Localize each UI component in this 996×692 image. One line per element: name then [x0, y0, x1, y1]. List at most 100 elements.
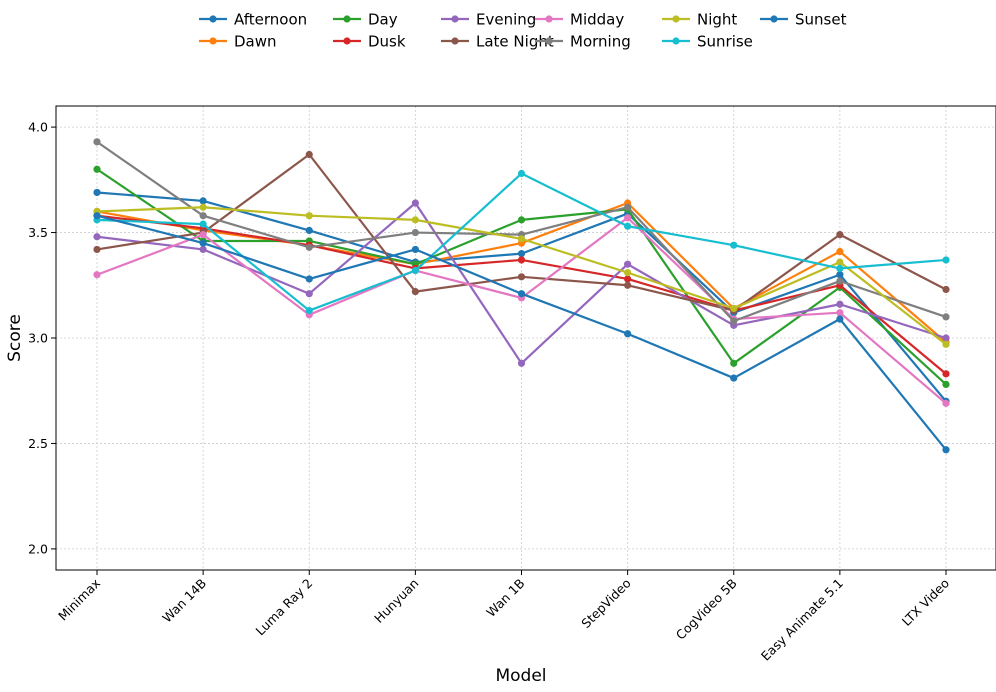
data-point — [624, 222, 632, 230]
x-tick-label: Wan 14B — [159, 576, 209, 626]
legend-item: Sunrise — [662, 33, 753, 51]
legend-item: Morning — [535, 33, 631, 51]
series-sunrise — [93, 169, 950, 315]
legend-item: Afternoon — [199, 11, 307, 29]
data-point — [199, 197, 207, 205]
data-point — [942, 370, 950, 378]
data-point — [199, 245, 207, 254]
legend-marker — [545, 15, 553, 23]
series-sunset — [93, 212, 950, 454]
legend-label: Late Night — [476, 33, 554, 51]
data-point — [836, 309, 844, 317]
legend-item: Evening — [441, 11, 536, 29]
data-point — [305, 275, 313, 283]
legend-label: Night — [697, 11, 737, 29]
legend-marker — [209, 37, 217, 45]
data-point — [942, 380, 950, 388]
legend-item: Night — [662, 11, 737, 29]
legend-label: Sunrise — [697, 33, 753, 51]
data-point — [624, 275, 632, 283]
x-tick-label: Luma Ray 2 — [253, 576, 316, 639]
legend-label: Afternoon — [234, 11, 307, 29]
data-point — [93, 233, 101, 241]
x-tick-label: StepVideo — [578, 576, 633, 631]
legend-marker — [209, 15, 217, 23]
legend-label: Morning — [570, 33, 631, 51]
data-point — [836, 300, 844, 308]
data-point — [93, 138, 101, 146]
data-point — [730, 374, 738, 382]
data-point — [305, 306, 313, 315]
legend-label: Day — [368, 11, 398, 29]
data-point — [836, 247, 844, 256]
legend-marker — [451, 15, 459, 23]
legend-item: Day — [333, 11, 398, 29]
data-point — [305, 226, 313, 235]
data-point — [305, 290, 313, 298]
data-point — [624, 330, 632, 338]
x-tick-label: Wan 1B — [483, 576, 527, 620]
data-point — [93, 165, 101, 173]
data-point — [517, 235, 526, 243]
data-point — [730, 241, 738, 249]
data-point — [942, 334, 950, 342]
legend-marker — [451, 37, 459, 45]
data-point — [942, 285, 950, 294]
legend-marker — [672, 15, 680, 23]
data-point — [199, 212, 207, 220]
legend-marker — [545, 37, 553, 45]
legend-item: Dawn — [199, 33, 277, 51]
data-point — [411, 245, 419, 254]
data-point — [517, 216, 526, 224]
y-axis-label: Score — [5, 314, 25, 362]
series-night — [93, 203, 950, 348]
legend-marker — [343, 15, 351, 23]
data-point — [517, 290, 526, 298]
data-point — [517, 273, 526, 281]
data-point — [836, 315, 844, 323]
x-tick-label: Easy Animate 5.1 — [758, 576, 846, 664]
legend: Afternoon Dawn Day Dusk Evening Late Night Mid… — [199, 11, 847, 51]
legend-item: Sunset — [760, 11, 847, 29]
data-point — [730, 304, 738, 313]
data-point — [517, 359, 526, 367]
data-point — [836, 231, 844, 239]
series-layer — [93, 138, 950, 454]
x-axis-label: Model — [495, 666, 546, 686]
data-point — [305, 212, 313, 220]
y-tick-label: 4.0 — [28, 120, 48, 135]
data-point — [411, 266, 419, 275]
legend-item: Midday — [535, 11, 624, 29]
legend-item: Dusk — [333, 33, 406, 51]
y-tick-label: 3.5 — [28, 225, 48, 240]
data-point — [942, 340, 950, 348]
data-point — [93, 212, 101, 220]
data-point — [942, 313, 950, 321]
data-point — [199, 231, 207, 239]
data-point — [624, 203, 632, 211]
data-point — [942, 446, 950, 454]
data-point — [93, 245, 101, 254]
legend-marker — [343, 37, 351, 45]
data-point — [517, 169, 526, 178]
data-point — [411, 199, 419, 207]
legend-label: Dusk — [368, 33, 406, 51]
data-point — [93, 188, 101, 197]
data-point — [836, 258, 844, 266]
data-point — [93, 271, 101, 279]
legend-marker — [770, 15, 778, 23]
legend-marker — [672, 37, 680, 45]
data-point — [199, 203, 207, 211]
legend-label: Evening — [476, 11, 536, 29]
data-point — [624, 260, 632, 268]
data-point — [517, 256, 526, 264]
x-tick-label: Minimax — [55, 576, 103, 624]
x-tick-label: Hunyuan — [371, 576, 421, 626]
data-point — [624, 214, 632, 222]
data-point — [199, 220, 207, 228]
y-tick-label: 3.0 — [28, 331, 48, 346]
data-point — [836, 264, 844, 272]
y-tick-label: 2.0 — [28, 541, 48, 556]
